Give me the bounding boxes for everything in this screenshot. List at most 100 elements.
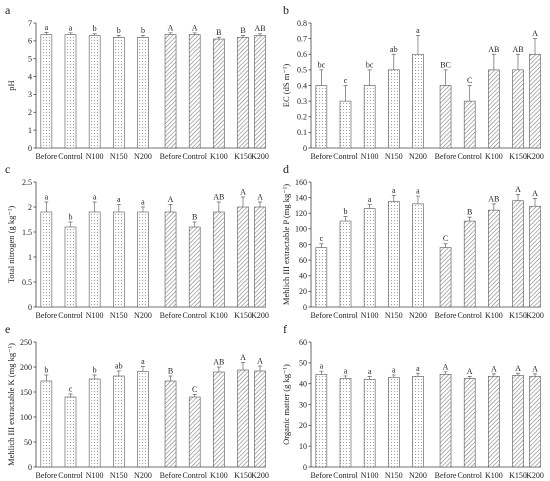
error-bar <box>415 35 420 55</box>
x-tick-label: N200 <box>134 152 152 161</box>
significance-letter: ab <box>115 362 123 371</box>
significance-letter: C <box>443 234 448 243</box>
x-tick-label: Before <box>435 471 457 480</box>
y-axis-label: pH <box>6 80 16 90</box>
x-tick-label: Before <box>160 471 182 480</box>
bar-before <box>439 373 452 468</box>
error-bar <box>491 203 496 211</box>
bar-control <box>339 220 352 308</box>
x-tick-label: Before <box>35 471 57 480</box>
error-bar <box>467 376 472 379</box>
error-bar <box>343 85 348 102</box>
error-bar <box>241 196 245 207</box>
bar-before <box>40 211 53 308</box>
panel-letter: b <box>283 3 289 17</box>
panel-a: a 0 1 2 3 4 5 6 7 pH a Before a Control b N100 b N150 b N20… <box>5 3 269 161</box>
y-tick-label: 4 <box>28 72 32 81</box>
significance-letter: a <box>392 365 396 374</box>
significance-letter: A <box>532 189 538 198</box>
bar-n200 <box>137 371 149 468</box>
bar-before <box>164 211 177 308</box>
error-bar <box>216 201 221 212</box>
bar-n100 <box>363 379 376 468</box>
error-bar <box>533 38 537 55</box>
significance-letter: AB <box>254 24 265 33</box>
bar-k200 <box>254 35 266 149</box>
panel-f: f 0 10 20 30 40 50 60 Organic matter (g kg⁻¹) a Be… <box>281 322 544 480</box>
bar-n200 <box>412 376 424 468</box>
error-bar <box>68 221 73 227</box>
error-bar <box>116 204 121 212</box>
panel-letter: c <box>5 162 10 176</box>
x-tick-label: K150 <box>509 152 527 161</box>
bar-n200 <box>137 36 149 149</box>
significance-letter: b <box>69 213 73 222</box>
bar-control <box>188 34 201 149</box>
x-tick-label: N100 <box>86 471 104 480</box>
significance-letter: B <box>467 208 472 217</box>
bar-control <box>463 378 476 468</box>
y-tick-label: 140 <box>295 193 307 202</box>
bar-n150 <box>387 69 400 149</box>
bar-before <box>439 247 452 308</box>
x-tick-label: Control <box>333 311 358 320</box>
significance-letter: B <box>216 28 221 37</box>
bar-control <box>463 220 476 308</box>
y-axis-label: Mehlich III extractable P (mg kg⁻¹) <box>281 184 291 305</box>
panel-letter: d <box>283 162 289 176</box>
x-tick-label: Control <box>333 152 358 161</box>
significance-letter: A <box>467 367 473 376</box>
bar-n150 <box>113 211 125 308</box>
significance-letter: c <box>69 385 73 394</box>
significance-letter: bc <box>366 60 374 69</box>
bar-before <box>164 34 177 149</box>
bar-before <box>40 34 53 149</box>
bar-k100 <box>488 69 500 149</box>
error-bar <box>258 33 262 36</box>
y-tick-label: 6 <box>28 37 32 46</box>
error-bar <box>168 204 173 212</box>
x-tick-label: Control <box>457 471 482 480</box>
y-tick-label: 0 <box>28 463 32 472</box>
y-tick-label: 0 <box>303 303 307 312</box>
x-tick-label: N200 <box>409 471 427 480</box>
y-tick-label: 0 <box>28 144 32 153</box>
y-axis-label: Mehlich III extractable K (mg kg⁻¹) <box>6 343 16 466</box>
x-tick-label: Control <box>457 152 482 161</box>
significance-letter: b <box>44 366 48 375</box>
bar-control <box>64 34 77 149</box>
x-tick-label: N150 <box>385 152 403 161</box>
bar-n100 <box>363 85 376 149</box>
y-tick-label: 1 <box>28 253 32 262</box>
bar-before <box>164 380 177 468</box>
bar-control <box>64 226 77 308</box>
y-tick-label: 2 <box>28 203 32 212</box>
significance-letter: A <box>168 195 174 204</box>
error-bar <box>491 373 496 377</box>
bar-control <box>339 378 352 468</box>
error-bar <box>533 198 537 207</box>
error-bar <box>44 32 49 35</box>
significance-letter: A <box>532 364 538 373</box>
y-tick-label: 40 <box>299 379 307 388</box>
error-bar <box>319 370 324 375</box>
x-tick-label: K200 <box>251 152 269 161</box>
bar-before <box>315 85 328 149</box>
bar-k150 <box>512 375 524 468</box>
x-tick-label: N200 <box>134 471 152 480</box>
error-bar <box>516 194 520 201</box>
y-tick-label: 50 <box>24 438 32 447</box>
y-tick-label: 60 <box>299 338 307 347</box>
x-tick-label: Control <box>58 311 83 320</box>
bar-k100 <box>488 376 500 468</box>
significance-letter: A <box>168 23 174 32</box>
error-bar <box>391 53 396 70</box>
error-bar <box>415 195 420 204</box>
significance-letter: a <box>320 362 324 371</box>
x-tick-label: K150 <box>234 152 252 161</box>
bar-n100 <box>88 211 101 308</box>
x-tick-label: N200 <box>409 152 427 161</box>
significance-letter: A <box>240 353 246 362</box>
bar-n100 <box>88 378 101 468</box>
